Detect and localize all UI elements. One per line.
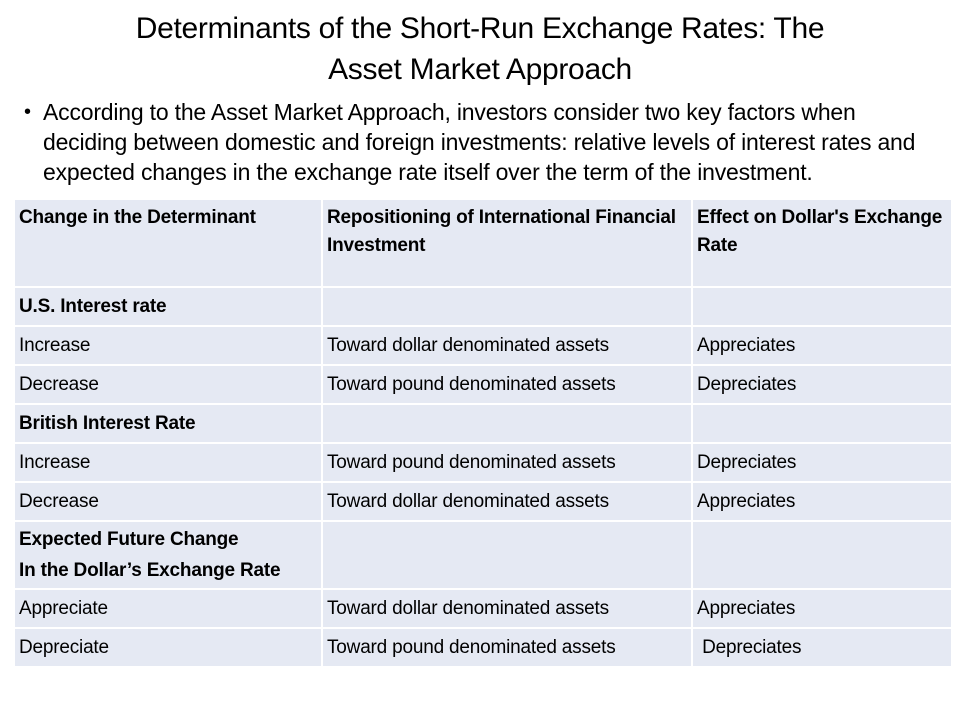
column-header-determinant: Change in the Determinant — [15, 200, 321, 286]
table-row-british-interest-rate: British Interest Rate — [15, 405, 951, 442]
column-header-repositioning: Repositioning of International Financial… — [323, 200, 691, 286]
bullet-item: • According to the Asset Market Approach… — [24, 97, 942, 187]
page-title: Determinants of the Short-Run Exchange R… — [30, 8, 930, 90]
table-cell: Appreciates — [693, 327, 951, 364]
table-cell: Toward pound denominated assets — [323, 629, 691, 666]
page-title-line-1: Determinants of the Short-Run Exchange R… — [135, 12, 825, 45]
table-cell: Depreciates — [693, 366, 951, 403]
table-cell: Toward pound denominated assets — [323, 444, 691, 481]
determinants-table: Change in the Determinant Repositioning … — [13, 198, 953, 668]
table-cell: Decrease — [15, 366, 321, 403]
bullet-icon: • — [24, 101, 31, 123]
table-row: Decrease Toward pound denominated assets… — [15, 366, 951, 403]
table-cell: Decrease — [15, 483, 321, 520]
table-row-expected-future-change: Expected Future Change In the Dollar’s E… — [15, 522, 951, 588]
table-cell — [693, 405, 951, 442]
table-cell: Increase — [15, 327, 321, 364]
slide: Determinants of the Short-Run Exchange R… — [0, 8, 960, 720]
table-cell: Depreciates — [693, 444, 951, 481]
table-cell: Toward dollar denominated assets — [323, 327, 691, 364]
table-row: Appreciate Toward dollar denominated ass… — [15, 590, 951, 627]
table-row: Depreciate Toward pound denominated asse… — [15, 629, 951, 666]
table-cell — [693, 288, 951, 325]
table-row: Increase Toward pound denominated assets… — [15, 444, 951, 481]
table-row: Decrease Toward dollar denominated asset… — [15, 483, 951, 520]
table-cell: British Interest Rate — [15, 405, 321, 442]
table-header-row: Change in the Determinant Repositioning … — [15, 200, 951, 286]
table-cell: Toward dollar denominated assets — [323, 590, 691, 627]
table-cell: Depreciates — [693, 629, 951, 666]
table-cell: Appreciates — [693, 590, 951, 627]
table-cell — [323, 522, 691, 588]
table-cell: Toward dollar denominated assets — [323, 483, 691, 520]
table-cell: Appreciates — [693, 483, 951, 520]
table-cell: Expected Future Change In the Dollar’s E… — [15, 522, 321, 588]
table-cell — [323, 288, 691, 325]
bullet-text: According to the Asset Market Approach, … — [43, 99, 916, 185]
table-cell — [693, 522, 951, 588]
table-cell: Appreciate — [15, 590, 321, 627]
table-row: Increase Toward dollar denominated asset… — [15, 327, 951, 364]
column-header-effect: Effect on Dollar's Exchange Rate — [693, 200, 951, 286]
table-cell — [323, 405, 691, 442]
table-cell: Toward pound denominated assets — [323, 366, 691, 403]
table-cell: Increase — [15, 444, 321, 481]
table-cell: Depreciate — [15, 629, 321, 666]
table-row-us-interest-rate: U.S. Interest rate — [15, 288, 951, 325]
table-cell: U.S. Interest rate — [15, 288, 321, 325]
page-title-line-2: Asset Market Approach — [328, 53, 632, 86]
